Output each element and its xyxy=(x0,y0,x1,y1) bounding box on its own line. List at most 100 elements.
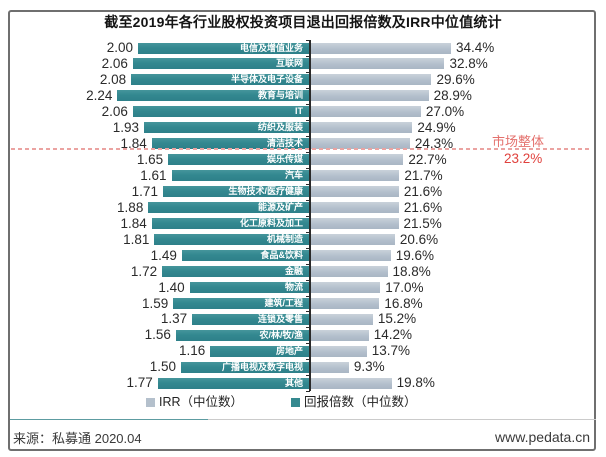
legend-label-multiple: 回报倍数（中位数） xyxy=(304,395,417,409)
irr-bar xyxy=(311,313,373,325)
irr-bar xyxy=(311,154,404,166)
legend-label-irr: IRR（中位数） xyxy=(159,395,244,409)
legend-swatch-irr xyxy=(146,397,155,407)
category-label: 房地产 xyxy=(275,345,303,356)
irr-bar xyxy=(311,106,421,118)
multiple-bar xyxy=(144,122,310,134)
multiple-value-label: 1.37 xyxy=(160,311,188,327)
category-label: 其他 xyxy=(284,377,303,388)
category-label: 物流 xyxy=(284,282,303,293)
category-label: 互联网 xyxy=(275,58,303,69)
irr-value-label: 9.3% xyxy=(353,359,385,375)
axis-tick xyxy=(306,263,310,265)
multiple-bar xyxy=(192,313,310,325)
category-label: IT xyxy=(294,106,303,117)
axis-tick xyxy=(306,247,310,249)
multiple-bar xyxy=(131,74,310,86)
footer-divider-accent xyxy=(10,419,208,420)
irr-bar xyxy=(311,329,369,341)
axis-tick xyxy=(306,183,310,185)
axis-tick xyxy=(306,119,310,121)
multiple-bar xyxy=(181,361,310,373)
axis-tick xyxy=(306,40,310,41)
multiple-value-label: 1.84 xyxy=(120,135,147,151)
category-axis-line xyxy=(309,40,311,391)
irr-value-label: 28.9% xyxy=(433,87,472,103)
category-label: 清洁技术 xyxy=(266,138,303,149)
irr-bar xyxy=(311,170,400,182)
axis-tick xyxy=(306,103,310,105)
category-label: 教育与培训 xyxy=(257,90,303,101)
multiple-value-label: 1.56 xyxy=(144,327,171,343)
multiple-value-label: 1.49 xyxy=(150,247,177,263)
axis-tick xyxy=(306,135,310,137)
irr-bar xyxy=(311,74,432,86)
multiple-bar xyxy=(168,154,310,166)
irr-bar xyxy=(311,266,388,278)
multiple-value-label: 1.40 xyxy=(158,279,185,295)
category-label: 建筑/工程 xyxy=(264,298,303,309)
irr-bar xyxy=(311,42,451,54)
multiple-value-label: 1.71 xyxy=(131,183,158,199)
irr-value-label: 34.4% xyxy=(456,40,495,55)
irr-bar xyxy=(311,186,399,198)
website-text: www.pedata.cn xyxy=(495,429,590,445)
multiple-bar xyxy=(151,138,310,150)
irr-bar xyxy=(311,377,392,389)
irr-bar xyxy=(311,138,410,150)
multiple-value-label: 1.81 xyxy=(123,231,150,247)
multiple-bar xyxy=(117,90,310,102)
irr-bar xyxy=(311,361,349,373)
multiple-bar xyxy=(210,345,310,357)
multiple-bar xyxy=(151,218,310,230)
irr-bar xyxy=(311,202,399,214)
multiple-value-label: 2.00 xyxy=(106,40,133,55)
irr-bar xyxy=(311,345,367,357)
irr-value-label: 24.3% xyxy=(414,135,454,151)
category-label: 机械制造 xyxy=(266,234,303,245)
irr-value-label: 32.8% xyxy=(449,55,488,71)
category-label: 电信及增值业务 xyxy=(239,42,303,53)
irr-bar xyxy=(311,90,429,102)
axis-tick xyxy=(306,327,310,329)
irr-value-label: 22.7% xyxy=(408,151,447,167)
irr-bar xyxy=(311,122,413,134)
multiple-bar xyxy=(171,170,310,182)
multiple-value-label: 1.65 xyxy=(136,151,164,167)
category-label: 化工原料及加工 xyxy=(239,218,303,229)
multiple-bar xyxy=(181,250,310,262)
category-label: 农/林/牧/渔 xyxy=(259,329,303,340)
multiple-value-label: 1.61 xyxy=(140,167,167,183)
axis-tick xyxy=(306,279,310,281)
irr-bar xyxy=(311,58,445,70)
irr-bar xyxy=(311,234,395,246)
irr-value-label: 14.2% xyxy=(373,327,413,343)
multiple-value-label: 2.24 xyxy=(86,87,113,103)
irr-value-label: 15.2% xyxy=(377,311,417,327)
category-label: 汽车 xyxy=(284,170,303,181)
irr-value-label: 21.7% xyxy=(404,167,443,183)
irr-bar xyxy=(311,282,381,294)
axis-tick xyxy=(306,295,310,297)
category-label: 娱乐传媒 xyxy=(266,154,303,165)
multiple-bar xyxy=(132,106,310,118)
axis-tick xyxy=(306,55,310,57)
multiple-bar xyxy=(162,266,310,278)
footer-divider xyxy=(10,419,596,420)
multiple-bar xyxy=(154,234,310,246)
category-label: 纺织及服装 xyxy=(257,122,303,133)
multiple-value-label: 1.93 xyxy=(112,119,140,135)
axis-tick xyxy=(306,231,310,233)
multiple-value-label: 2.08 xyxy=(99,71,127,87)
multiple-value-label: 1.50 xyxy=(149,359,176,375)
axis-tick xyxy=(306,391,310,393)
category-label: 金融 xyxy=(284,266,303,277)
irr-value-label: 20.6% xyxy=(399,231,439,247)
panel-border xyxy=(8,10,596,451)
multiple-bar xyxy=(162,186,310,198)
source-text: 来源：私募通 2020.04 xyxy=(13,431,142,446)
axis-tick xyxy=(306,199,310,201)
market-average-value: 23.2% xyxy=(504,151,543,166)
multiple-bar xyxy=(148,202,310,214)
